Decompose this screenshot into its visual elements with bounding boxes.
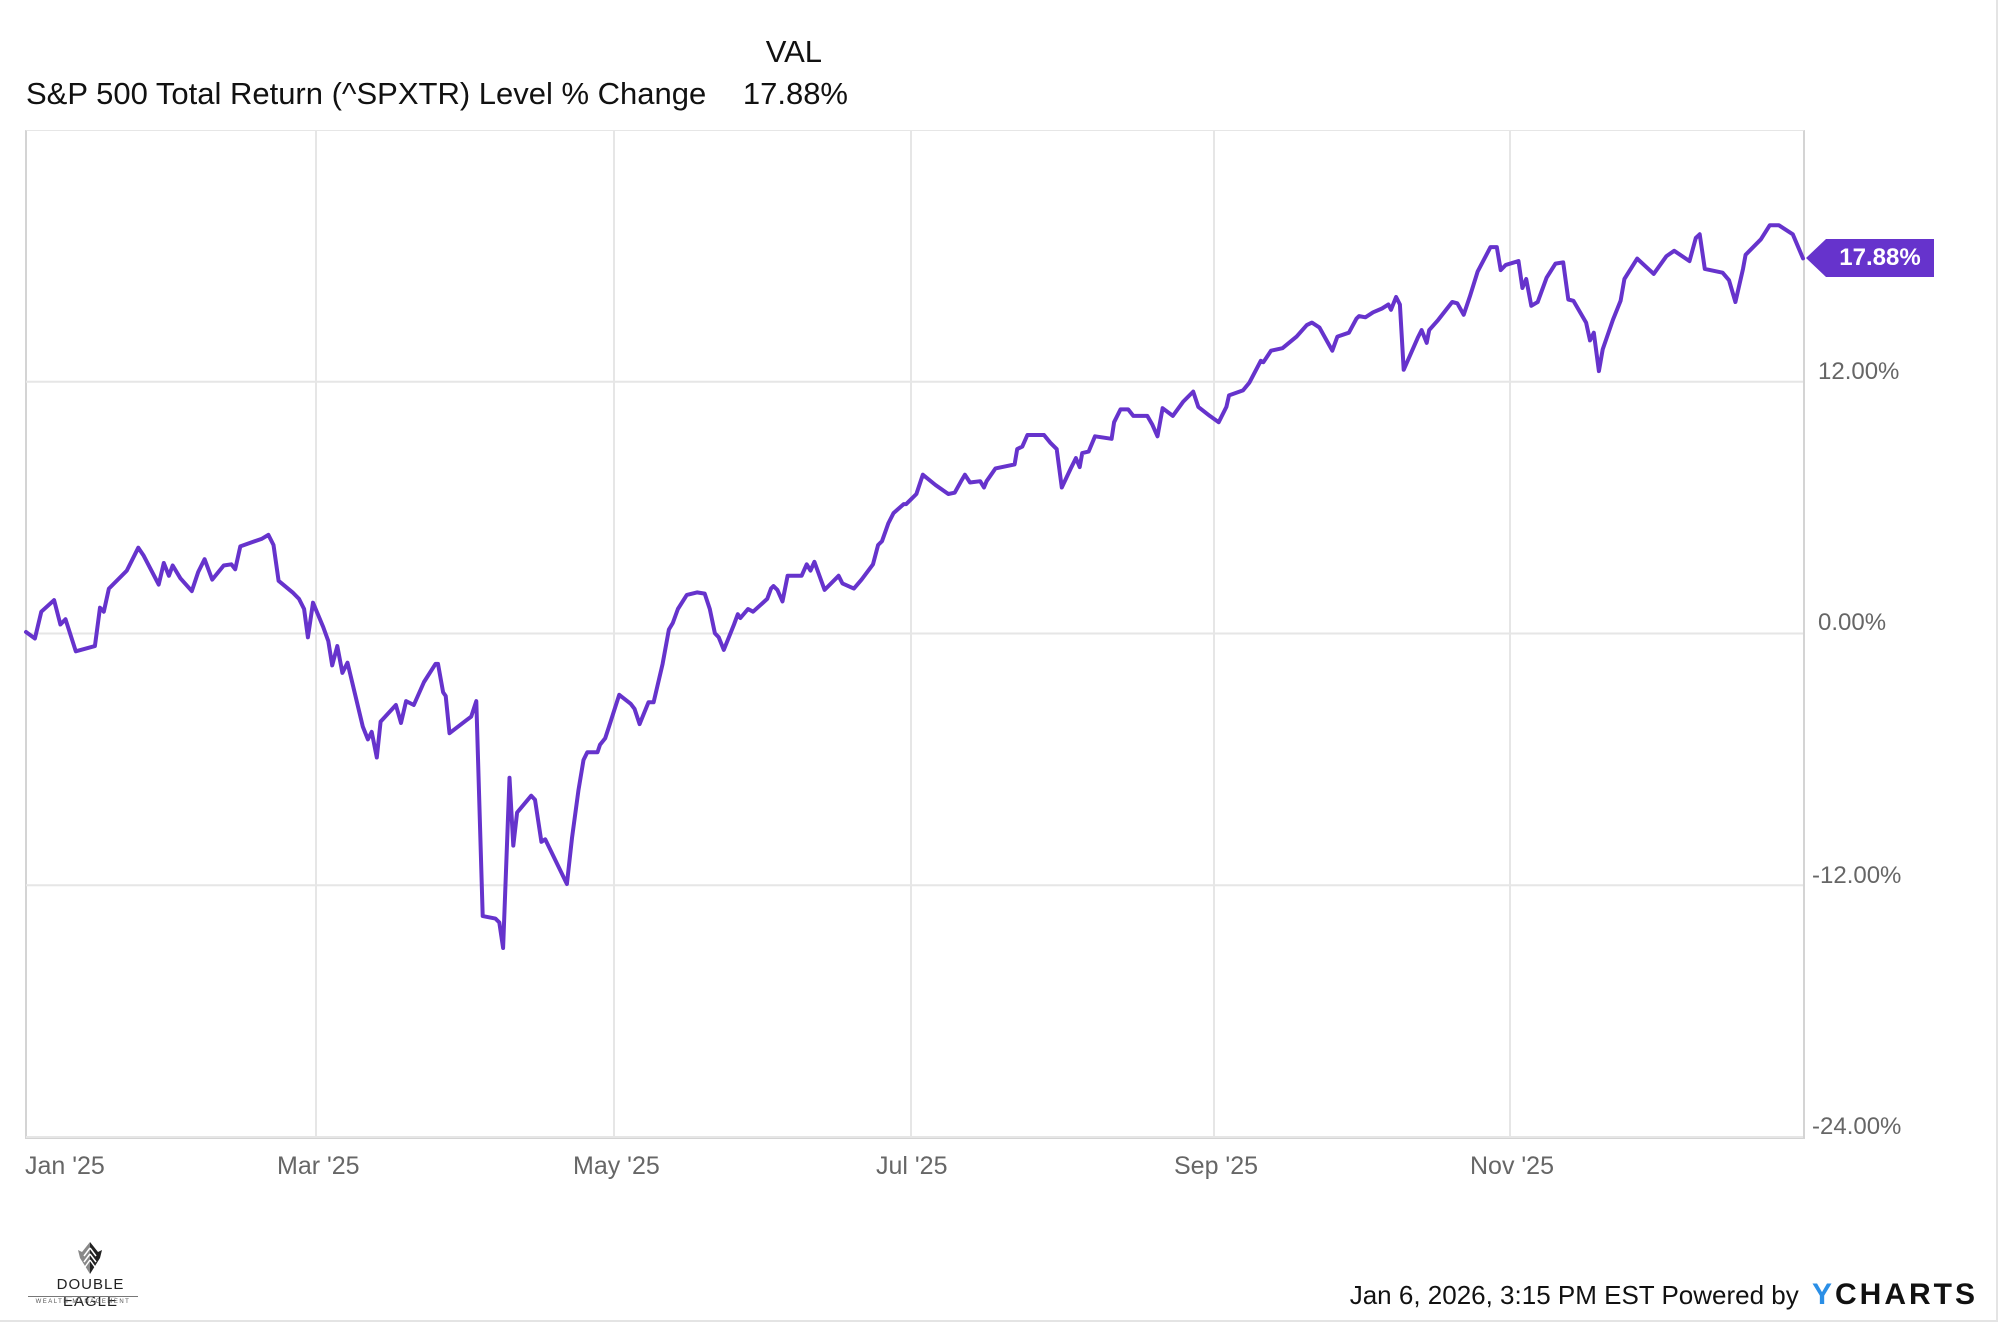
ycharts-wordmark: CHARTS xyxy=(1835,1278,1978,1311)
double-eagle-logo: DOUBLE EAGLE WEALTH MANAGEMENT xyxy=(28,1240,153,1312)
y-tick-label: -24.00% xyxy=(1812,1113,1902,1140)
legend-series-value: 17.88% xyxy=(742,76,848,111)
legend-column-header: VAL xyxy=(765,34,822,69)
last-value-text: 17.88% xyxy=(1826,239,1934,278)
eagle-icon xyxy=(78,1242,102,1274)
footer: Jan 6, 2026, 3:15 PM EST Powered by YCHA… xyxy=(1350,1278,1978,1312)
x-tick-label: Mar '25 xyxy=(277,1152,360,1180)
x-tick-label: Nov '25 xyxy=(1470,1152,1554,1180)
logo-name: DOUBLE EAGLE xyxy=(56,1276,125,1310)
x-tick-label: Jul '25 xyxy=(876,1152,948,1180)
x-tick-label: Jan '25 xyxy=(25,1152,105,1180)
legend-row: S&P 500 Total Return (^SPXTR) Level % Ch… xyxy=(26,76,848,112)
logo-tagline: WEALTH MANAGEMENT xyxy=(28,1296,138,1305)
footer-timestamp: Jan 6, 2026, 3:15 PM EST xyxy=(1349,1280,1655,1310)
last-value-pointer xyxy=(1806,239,1826,278)
footer-powered-by: Powered by xyxy=(1661,1280,1799,1310)
ycharts-logo[interactable]: YCHARTS xyxy=(1812,1278,1978,1311)
y-tick-label: 12.00% xyxy=(1818,358,1900,385)
series-line-spxtr xyxy=(24,223,1805,950)
x-tick-label: May '25 xyxy=(573,1152,660,1180)
gridlines xyxy=(26,130,1803,1138)
y-tick-label: -12.00% xyxy=(1812,862,1902,889)
x-tick-label: Sep '25 xyxy=(1174,1152,1259,1180)
ycharts-y-mark: Y xyxy=(1811,1278,1835,1311)
y-tick-label: 0.00% xyxy=(1818,609,1887,636)
legend-series-name: S&P 500 Total Return (^SPXTR) Level % Ch… xyxy=(26,76,707,111)
